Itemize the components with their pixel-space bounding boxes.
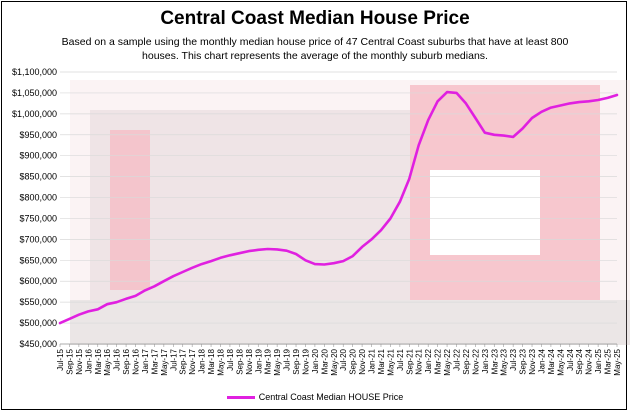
x-tick-label: Nov-20 — [358, 348, 367, 374]
x-tick-label: Nov-15 — [75, 348, 84, 374]
x-tick-label: Sep-23 — [519, 348, 528, 374]
x-tick-label: Nov-24 — [585, 348, 594, 374]
x-tick-label: May-24 — [556, 348, 565, 375]
x-tick-label: Nov-19 — [301, 348, 310, 374]
x-tick-label: Nov-21 — [415, 348, 424, 374]
x-tick-label: Jul-22 — [453, 348, 462, 370]
x-tick-label: Jan-19 — [254, 348, 263, 373]
y-tick-label: $450,000 — [19, 339, 57, 349]
x-tick-label: Jul-19 — [283, 348, 292, 370]
x-tick-label: Jul-18 — [226, 348, 235, 370]
y-axis: $450,000 $500,000 $550,000 $600,000 $650,000… — [12, 67, 57, 349]
x-tick-label: Jan-17 — [141, 348, 150, 373]
x-tick-label: Nov-17 — [188, 348, 197, 374]
x-tick-label: May-16 — [103, 348, 112, 375]
x-tick-label: Jul-16 — [113, 348, 122, 370]
x-tick-label: Sep-16 — [122, 348, 131, 374]
y-tick-label: $800,000 — [19, 193, 57, 203]
y-tick-label: $600,000 — [19, 276, 57, 286]
x-tick-label: Jul-17 — [169, 348, 178, 370]
x-tick-label: Mar-18 — [207, 348, 216, 374]
background-photo — [70, 80, 630, 345]
y-tick-label: $650,000 — [19, 255, 57, 265]
x-tick-label: Mar-19 — [264, 348, 273, 374]
x-tick-label: Mar-20 — [320, 348, 329, 374]
x-tick-label: Sep-17 — [179, 348, 188, 374]
x-tick-label: Sep-24 — [575, 348, 584, 374]
y-tick-label: $950,000 — [19, 130, 57, 140]
y-tick-label: $550,000 — [19, 297, 57, 307]
x-tick-label: May-18 — [216, 348, 225, 375]
legend: Central Coast Median HOUSE Price — [0, 392, 630, 402]
y-tick-label: $1,100,000 — [12, 67, 57, 77]
x-tick-label: Jan-23 — [481, 348, 490, 373]
chart-subtitle: Based on a sample using the monthly medi… — [61, 36, 569, 62]
x-tick-label: Jan-18 — [198, 348, 207, 373]
chart-title: Central Coast Median House Price — [160, 8, 470, 29]
x-tick-label: Mar-17 — [150, 348, 159, 374]
gridlines — [60, 71, 617, 345]
y-tick-label: $900,000 — [19, 151, 57, 161]
x-tick-label: Mar-25 — [604, 348, 613, 374]
x-tick-label: Sep-22 — [462, 348, 471, 374]
x-tick-label: Mar-23 — [490, 348, 499, 374]
x-tick-label: Jul-20 — [339, 348, 348, 370]
x-tick-label: Nov-23 — [528, 348, 537, 374]
y-tick-label: $750,000 — [19, 213, 57, 223]
x-tick-label: Mar-21 — [377, 348, 386, 374]
legend-swatch — [226, 395, 255, 399]
x-tick-label: Mar-16 — [94, 348, 103, 374]
x-tick-label: Jan-20 — [311, 348, 320, 373]
x-tick-label: May-19 — [273, 348, 282, 375]
x-tick-label: Sep-15 — [65, 348, 74, 374]
x-tick-label: Nov-22 — [471, 348, 480, 374]
series-layer — [58, 90, 619, 325]
x-tick-label: Jul-23 — [509, 348, 518, 370]
x-tick-label: Jul-15 — [56, 348, 65, 370]
x-tick-label: May-17 — [160, 348, 169, 375]
legend-label: Central Coast Median HOUSE Price — [258, 392, 404, 402]
y-tick-label: $1,050,000 — [12, 88, 57, 98]
x-tick-label: Mar-24 — [547, 348, 556, 374]
x-tick-label: Mar-22 — [434, 348, 443, 374]
x-tick-label: May-20 — [330, 348, 339, 375]
series-line — [58, 90, 619, 325]
x-tick-label: Jul-21 — [396, 348, 405, 370]
y-tick-label: $700,000 — [19, 234, 57, 244]
x-tick-label: Sep-19 — [292, 348, 301, 374]
x-tick-label: Jan-22 — [424, 348, 433, 373]
y-tick-label: $500,000 — [19, 318, 57, 328]
x-tick-label: Nov-16 — [132, 348, 141, 374]
x-tick-label: May-23 — [500, 348, 509, 375]
x-tick-label: Sep-20 — [349, 348, 358, 374]
x-axis: Jul-15 Sep-15 Nov-15 Jan-16 Mar-16 May-16 Jul-… — [56, 343, 622, 376]
x-tick-label: Jan-21 — [368, 348, 377, 373]
x-tick-label: Nov-18 — [245, 348, 254, 374]
y-tick-label: $850,000 — [19, 172, 57, 182]
x-tick-label: Jan-24 — [537, 348, 546, 373]
y-tick-label: $1,000,000 — [12, 109, 57, 119]
x-tick-label: Sep-21 — [405, 348, 414, 374]
x-tick-label: May-25 — [613, 348, 622, 375]
x-tick-label: Sep-18 — [235, 348, 244, 374]
x-tick-label: May-22 — [443, 348, 452, 375]
x-tick-label: May-21 — [386, 348, 395, 375]
x-tick-label: Jul-24 — [566, 348, 575, 370]
x-tick-label: Jan-25 — [594, 348, 603, 373]
x-tick-label: Jan-16 — [84, 348, 93, 373]
